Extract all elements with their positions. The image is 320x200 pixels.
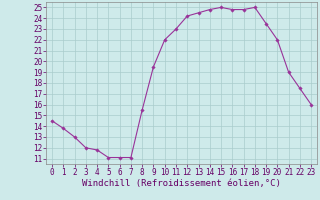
X-axis label: Windchill (Refroidissement éolien,°C): Windchill (Refroidissement éolien,°C) (82, 179, 281, 188)
